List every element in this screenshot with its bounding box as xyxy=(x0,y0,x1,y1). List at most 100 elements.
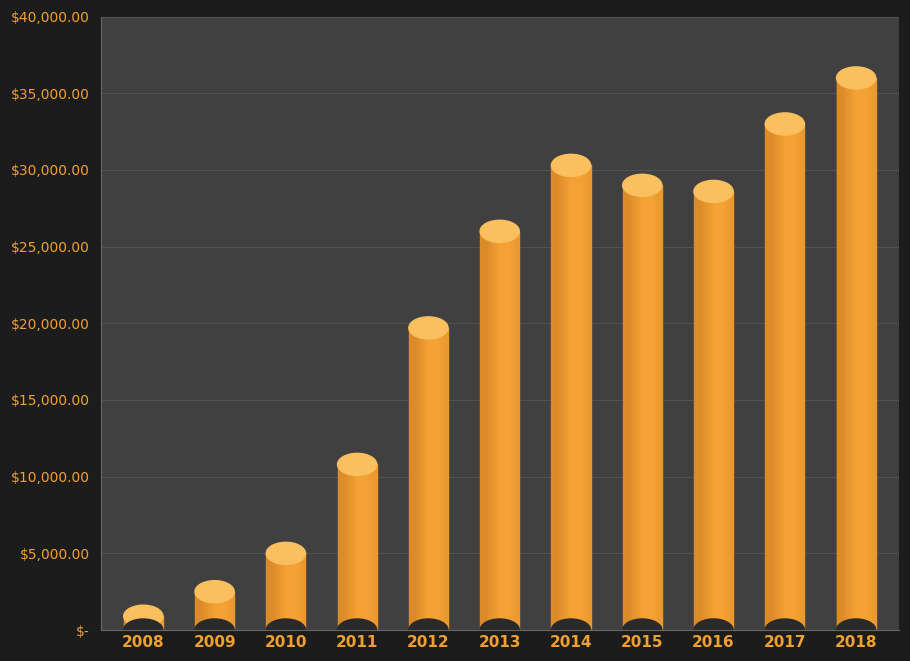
Bar xyxy=(365,465,366,630)
Bar xyxy=(771,124,772,630)
Bar xyxy=(795,124,796,630)
Bar xyxy=(363,465,364,630)
Bar xyxy=(507,231,508,630)
Bar xyxy=(719,192,720,630)
Bar xyxy=(269,553,270,630)
Bar xyxy=(566,165,567,630)
Bar xyxy=(869,78,870,630)
Bar xyxy=(132,616,133,630)
Bar xyxy=(279,553,280,630)
Bar xyxy=(339,465,340,630)
Bar xyxy=(866,78,867,630)
Bar xyxy=(484,231,485,630)
Bar xyxy=(143,616,145,630)
Bar xyxy=(723,192,724,630)
Bar xyxy=(701,192,702,630)
Bar xyxy=(709,192,710,630)
Bar xyxy=(849,78,850,630)
Bar xyxy=(642,185,643,630)
Bar xyxy=(230,592,231,630)
Bar xyxy=(583,165,585,630)
Bar xyxy=(159,616,160,630)
Bar xyxy=(647,185,648,630)
Bar xyxy=(160,616,161,630)
Bar xyxy=(432,328,433,630)
Bar xyxy=(423,328,424,630)
Bar xyxy=(492,231,493,630)
Ellipse shape xyxy=(694,180,733,202)
Bar xyxy=(130,616,132,630)
Bar xyxy=(501,231,502,630)
Bar xyxy=(660,185,661,630)
Bar xyxy=(861,78,862,630)
Bar xyxy=(556,165,557,630)
Bar xyxy=(730,192,732,630)
Bar xyxy=(622,185,623,630)
Bar xyxy=(837,78,838,630)
Bar xyxy=(136,616,137,630)
Bar xyxy=(220,592,221,630)
Bar xyxy=(648,185,649,630)
Bar xyxy=(696,192,697,630)
Bar xyxy=(216,592,217,630)
Bar xyxy=(838,78,839,630)
Bar xyxy=(727,192,728,630)
Bar xyxy=(496,231,497,630)
Bar xyxy=(589,165,590,630)
Bar xyxy=(848,78,849,630)
Bar xyxy=(490,231,492,630)
Bar xyxy=(215,592,216,630)
Bar xyxy=(770,124,771,630)
Bar xyxy=(845,78,846,630)
Bar xyxy=(287,553,288,630)
Bar xyxy=(446,328,447,630)
Bar xyxy=(656,185,657,630)
Bar xyxy=(338,465,339,630)
Bar xyxy=(199,592,200,630)
Bar xyxy=(301,553,302,630)
Bar xyxy=(578,165,579,630)
Bar xyxy=(772,124,774,630)
Bar xyxy=(138,616,139,630)
Bar xyxy=(777,124,778,630)
Bar xyxy=(494,231,495,630)
Bar xyxy=(212,592,213,630)
Ellipse shape xyxy=(195,580,234,603)
Bar xyxy=(631,185,632,630)
Bar xyxy=(297,553,298,630)
Bar xyxy=(551,165,552,630)
Bar xyxy=(560,165,561,630)
Bar xyxy=(564,165,565,630)
Bar xyxy=(497,231,498,630)
Bar xyxy=(863,78,864,630)
Bar xyxy=(147,616,148,630)
Bar xyxy=(706,192,707,630)
Bar xyxy=(206,592,207,630)
Bar xyxy=(872,78,873,630)
Bar xyxy=(422,328,423,630)
Bar xyxy=(362,465,363,630)
Bar xyxy=(628,185,629,630)
Bar xyxy=(557,165,558,630)
Bar xyxy=(489,231,490,630)
Bar xyxy=(350,465,351,630)
Bar xyxy=(659,185,660,630)
Bar xyxy=(502,231,503,630)
Bar xyxy=(213,592,214,630)
Bar xyxy=(151,616,152,630)
Bar xyxy=(351,465,352,630)
Bar xyxy=(347,465,348,630)
Bar xyxy=(294,553,295,630)
Bar xyxy=(634,185,635,630)
Bar xyxy=(154,616,155,630)
Bar xyxy=(298,553,299,630)
Bar xyxy=(635,185,636,630)
Bar xyxy=(223,592,225,630)
Bar xyxy=(161,616,162,630)
Bar xyxy=(292,553,293,630)
Bar xyxy=(349,465,350,630)
Bar xyxy=(436,328,437,630)
Bar xyxy=(374,465,375,630)
Bar xyxy=(870,78,871,630)
Bar xyxy=(645,185,646,630)
